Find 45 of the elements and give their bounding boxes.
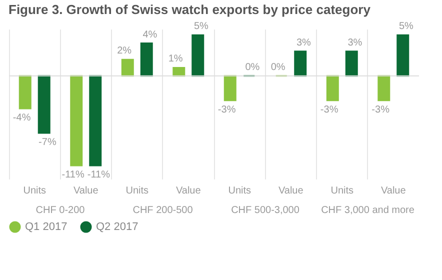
legend-label: Q2 2017 bbox=[96, 221, 138, 233]
x-tick-label: Value bbox=[176, 186, 202, 196]
text: CHF 200-500 bbox=[132, 205, 194, 216]
bar bbox=[140, 42, 153, 77]
text: CHF 500-3,000 bbox=[231, 205, 300, 216]
data-label: 0% bbox=[245, 62, 260, 73]
data-label: 2% bbox=[117, 46, 132, 57]
data-label: -11% bbox=[62, 170, 84, 181]
bar bbox=[224, 75, 236, 102]
bar bbox=[378, 75, 390, 102]
bar bbox=[89, 75, 102, 166]
x-tick-label: Units bbox=[228, 186, 252, 196]
data-label: 5% bbox=[194, 21, 209, 32]
bar bbox=[18, 75, 32, 110]
chart-title: Figure 3. Growth of Swiss watch exports by price category bbox=[8, 2, 372, 18]
data-label: -11% bbox=[87, 170, 110, 181]
data-label: 4% bbox=[142, 29, 158, 40]
data-label: 1% bbox=[168, 54, 183, 65]
text: CHF 0-200 bbox=[36, 205, 86, 216]
x-tick-label: Value bbox=[278, 186, 304, 196]
data-label: -3% bbox=[320, 104, 338, 116]
data-label: -3% bbox=[218, 104, 236, 116]
bar bbox=[192, 34, 204, 77]
bar bbox=[345, 50, 358, 77]
data-label: -7% bbox=[38, 136, 56, 148]
legend-label: Q1 2017 bbox=[25, 221, 68, 233]
x-tick-label: Units bbox=[23, 186, 46, 196]
bar bbox=[70, 75, 83, 166]
bar bbox=[121, 58, 134, 77]
data-label: 3% bbox=[348, 37, 362, 48]
data-label: 3% bbox=[296, 37, 312, 48]
data-label: 5% bbox=[398, 21, 414, 32]
data-label: -3% bbox=[372, 104, 390, 116]
x-tick-label: Value bbox=[73, 186, 99, 196]
x-tick-label: Units bbox=[126, 186, 149, 196]
bar bbox=[396, 34, 410, 77]
data-label: -4% bbox=[12, 112, 31, 124]
bar bbox=[38, 75, 50, 134]
data-label: 0% bbox=[270, 62, 286, 73]
text: CHF 3,000 and more bbox=[321, 205, 415, 216]
bar bbox=[294, 50, 307, 77]
bar bbox=[326, 75, 339, 102]
bar bbox=[172, 66, 186, 77]
x-tick-label: Value bbox=[380, 186, 406, 196]
x-tick-label: Units bbox=[330, 186, 354, 196]
